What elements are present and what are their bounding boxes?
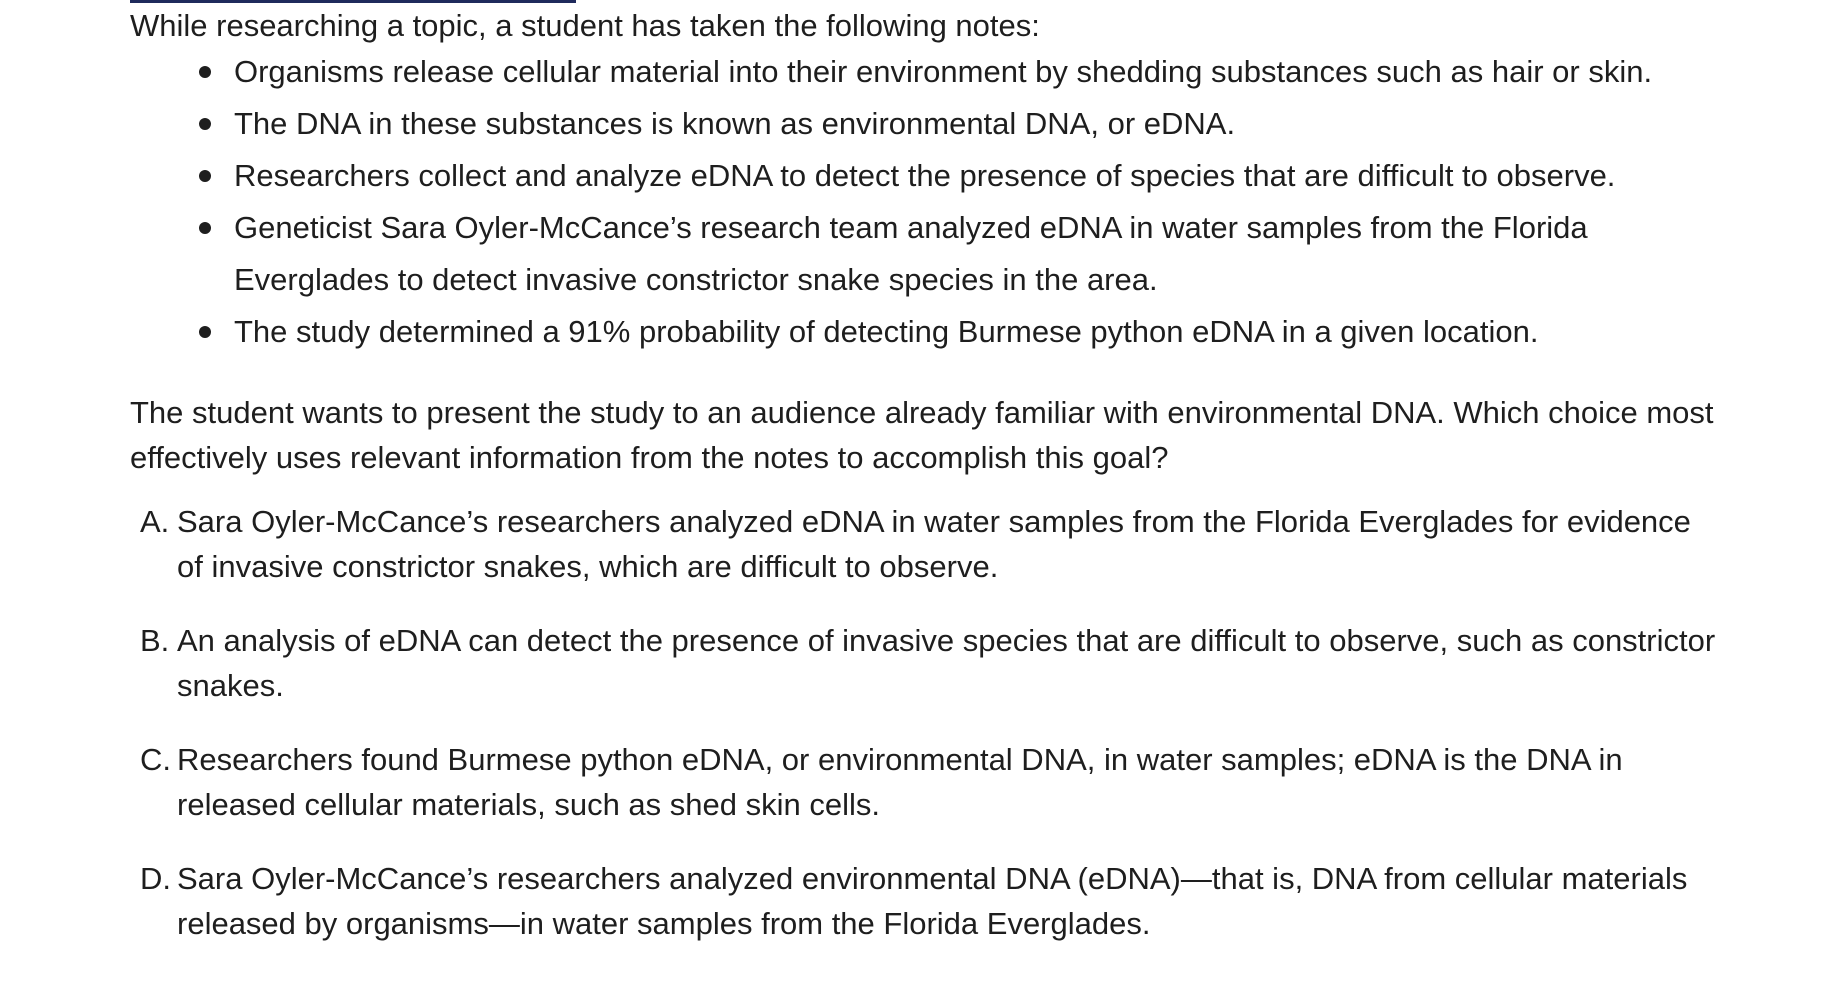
- bullet-icon: [199, 170, 211, 182]
- choice-d[interactable]: D. Sara Oyler-McCance’s researchers anal…: [130, 856, 1720, 946]
- note-text: Researchers collect and analyze eDNA to …: [234, 158, 1616, 193]
- choice-letter: D.: [140, 861, 171, 896]
- bullet-icon: [199, 222, 211, 234]
- note-item: Researchers collect and analyze eDNA to …: [199, 150, 1720, 202]
- note-item: The study determined a 91% probability o…: [199, 306, 1720, 358]
- note-item: Organisms release cellular material into…: [199, 46, 1720, 98]
- choice-c[interactable]: C. Researchers found Burmese python eDNA…: [130, 737, 1720, 827]
- choice-b[interactable]: B. An analysis of eDNA can detect the pr…: [130, 618, 1720, 708]
- note-item: The DNA in these substances is known as …: [199, 98, 1720, 150]
- choice-letter: C.: [140, 742, 171, 777]
- note-text: Organisms release cellular material into…: [234, 54, 1653, 89]
- bullet-icon: [199, 66, 211, 78]
- note-text: The study determined a 91% probability o…: [234, 314, 1539, 349]
- choice-text: Researchers found Burmese python eDNA, o…: [177, 742, 1623, 822]
- choice-text: An analysis of eDNA can detect the prese…: [177, 623, 1716, 703]
- choice-letter: B.: [140, 623, 170, 658]
- question-content: While researching a topic, a student has…: [130, 6, 1720, 975]
- choice-letter: A.: [140, 504, 170, 539]
- question-stem: The student wants to present the study t…: [130, 395, 1714, 475]
- note-text: The DNA in these substances is known as …: [234, 106, 1236, 141]
- choice-text: Sara Oyler-McCance’s researchers analyze…: [177, 861, 1688, 941]
- notes-list: Organisms release cellular material into…: [130, 46, 1720, 358]
- passage-intro: While researching a topic, a student has…: [130, 8, 1040, 43]
- top-divider: [130, 0, 576, 3]
- answer-choices: A. Sara Oyler-McCance’s researchers anal…: [130, 499, 1720, 946]
- bullet-icon: [199, 118, 211, 130]
- note-text: Geneticist Sara Oyler-McCance’s research…: [234, 210, 1588, 297]
- bullet-icon: [199, 326, 211, 338]
- note-item: Geneticist Sara Oyler-McCance’s research…: [199, 202, 1720, 306]
- choice-a[interactable]: A. Sara Oyler-McCance’s researchers anal…: [130, 499, 1720, 589]
- choice-text: Sara Oyler-McCance’s researchers analyze…: [177, 504, 1691, 584]
